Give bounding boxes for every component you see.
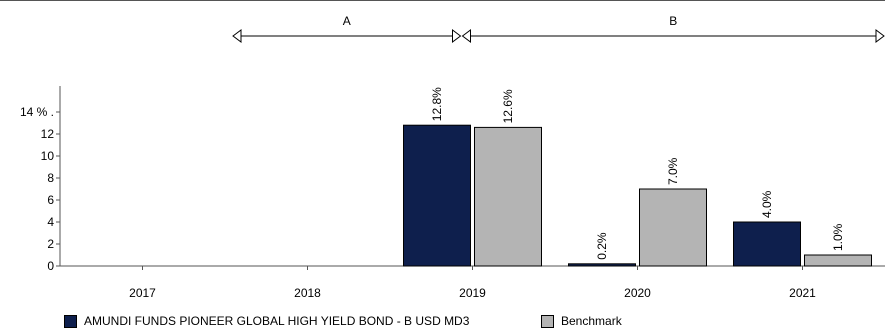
legend-label-fund: AMUNDI FUNDS PIONEER GLOBAL HIGH YIELD B… bbox=[84, 314, 470, 328]
x-tick-label: 2018 bbox=[294, 286, 321, 300]
benchmark-value-label: 12.6% bbox=[501, 89, 515, 123]
benchmark-bar bbox=[639, 188, 707, 267]
y-tick-label: 12 bbox=[41, 127, 55, 141]
period-arrow-right bbox=[452, 29, 462, 43]
fund-value-label: 4.0% bbox=[760, 190, 774, 218]
y-tick-label: 4 bbox=[47, 215, 54, 229]
fund-bar bbox=[733, 221, 801, 267]
top-border bbox=[0, 0, 885, 1]
y-tick-label: 10 bbox=[41, 149, 55, 163]
x-tick-label: 2017 bbox=[129, 286, 156, 300]
x-tick-label: 2020 bbox=[624, 286, 651, 300]
fund-value-label: 0.2% bbox=[595, 232, 609, 260]
data-labels: 12.8% 0.2% 4.0% 12.6% 7.0% 1.0% bbox=[430, 87, 845, 260]
y-tick-label: 0 bbox=[47, 259, 54, 273]
legend-swatch-benchmark bbox=[541, 314, 554, 328]
x-tick-label: 2019 bbox=[459, 286, 486, 300]
period-arrow-left bbox=[232, 29, 242, 43]
y-tick-label: 6 bbox=[47, 193, 54, 207]
legend-item-benchmark: Benchmark bbox=[541, 313, 622, 329]
benchmark-bar bbox=[474, 126, 542, 267]
period-label: A bbox=[343, 14, 351, 28]
period-label: B bbox=[669, 14, 677, 28]
y-tick-label: 8 bbox=[47, 171, 54, 185]
benchmark-bar bbox=[804, 254, 872, 267]
fund-bar bbox=[403, 124, 471, 267]
fund-bar bbox=[568, 263, 636, 267]
legend-swatch-fund bbox=[64, 314, 77, 328]
y-tick-label: 2 bbox=[47, 237, 54, 251]
y-tick-label: 14 % . bbox=[20, 105, 54, 119]
period-arrow-right bbox=[875, 29, 885, 43]
fund-value-label: 12.8% bbox=[430, 87, 444, 121]
legend-label-benchmark: Benchmark bbox=[561, 314, 622, 328]
benchmark-value-label: 7.0% bbox=[666, 157, 680, 185]
x-tick-label: 2021 bbox=[789, 286, 816, 300]
period-arrow-left bbox=[461, 29, 471, 43]
benchmark-value-label: 1.0% bbox=[831, 223, 845, 251]
legend-item-fund: AMUNDI FUNDS PIONEER GLOBAL HIGH YIELD B… bbox=[64, 313, 469, 329]
bars bbox=[403, 124, 872, 267]
